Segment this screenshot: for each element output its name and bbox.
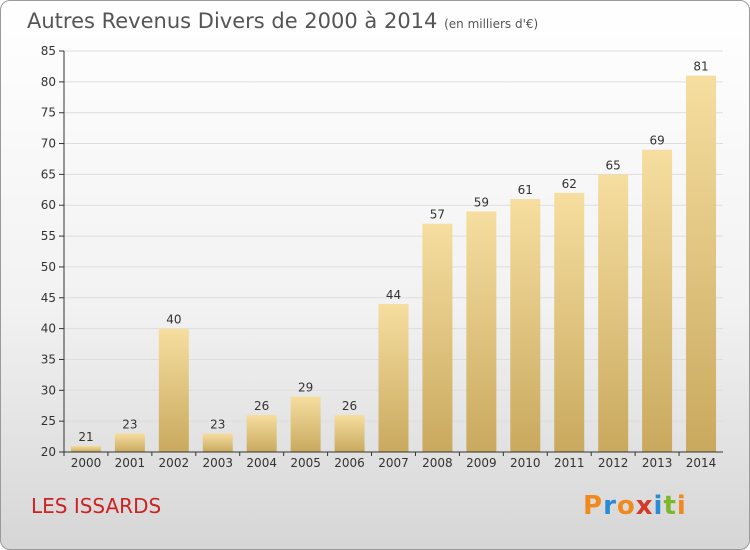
x-tick-label: 2009 [466,456,497,470]
bar [334,414,365,452]
x-tick-label: 2011 [554,456,585,470]
x-tick-label: 2012 [598,456,629,470]
y-tick-label: 70 [41,137,56,151]
bar [510,199,541,452]
data-label: 69 [649,134,664,148]
y-tick-label: 40 [41,322,56,336]
x-tick-label: 2013 [642,456,673,470]
x-tick-label: 2002 [159,456,190,470]
data-label: 23 [122,417,137,431]
x-tick-label: 2014 [686,456,717,470]
bar [202,433,233,452]
data-label: 26 [254,399,269,413]
bar [378,303,409,452]
y-tick-label: 50 [41,260,56,274]
data-label: 65 [606,158,621,172]
data-label: 23 [210,417,225,431]
logo-letter: i [653,491,664,521]
chart-title: Autres Revenus Divers de 2000 à 2014 [27,9,438,33]
y-tick-label: 45 [41,291,56,305]
bar [466,211,497,452]
x-tick-label: 2004 [246,456,277,470]
x-tick-label: 2008 [422,456,453,470]
x-tick-label: 2000 [71,456,102,470]
bar [290,396,321,452]
y-tick-label: 65 [41,167,56,181]
y-tick-label: 60 [41,198,56,212]
y-tick-label: 55 [41,229,56,243]
logo-letter: i [676,491,687,521]
logo-letter: P [583,491,604,521]
data-label: 81 [693,60,708,74]
data-label: 29 [298,380,313,394]
x-tick-label: 2005 [290,456,321,470]
y-tick-label: 20 [41,445,56,459]
proxiti-logo: Proxiti [583,491,687,521]
data-label: 26 [342,399,357,413]
logo-letter: t [663,491,677,521]
data-label: 61 [518,183,533,197]
data-label: 62 [562,177,577,191]
x-tick-label: 2001 [115,456,146,470]
y-tick-label: 35 [41,352,56,366]
y-tick-label: 25 [41,414,56,428]
chart-title-line: Autres Revenus Divers de 2000 à 2014 (en… [27,9,538,33]
x-tick-label: 2007 [378,456,409,470]
logo-letter: o [616,491,636,521]
y-tick-label: 80 [41,75,56,89]
bar [114,433,145,452]
bar [686,75,717,452]
x-tick-label: 2006 [334,456,365,470]
data-label: 59 [474,195,489,209]
bar [246,414,277,452]
data-label: 40 [166,313,181,327]
data-label: 21 [78,430,93,444]
bar [158,328,189,452]
data-label: 44 [386,288,401,302]
bar [642,149,673,452]
place-name: LES ISSARDS [31,494,162,518]
chart-subtitle: (en milliers d'€) [444,17,539,31]
bar [554,192,585,452]
logo-letter: r [603,491,617,521]
x-tick-label: 2010 [510,456,541,470]
bar [70,445,101,452]
logo-letter: x [635,491,654,521]
y-tick-label: 30 [41,383,56,397]
y-tick-label: 85 [41,44,56,58]
y-tick-label: 75 [41,106,56,120]
data-label: 57 [430,208,445,222]
x-tick-label: 2003 [202,456,233,470]
bar [422,223,453,452]
bar [598,174,629,452]
